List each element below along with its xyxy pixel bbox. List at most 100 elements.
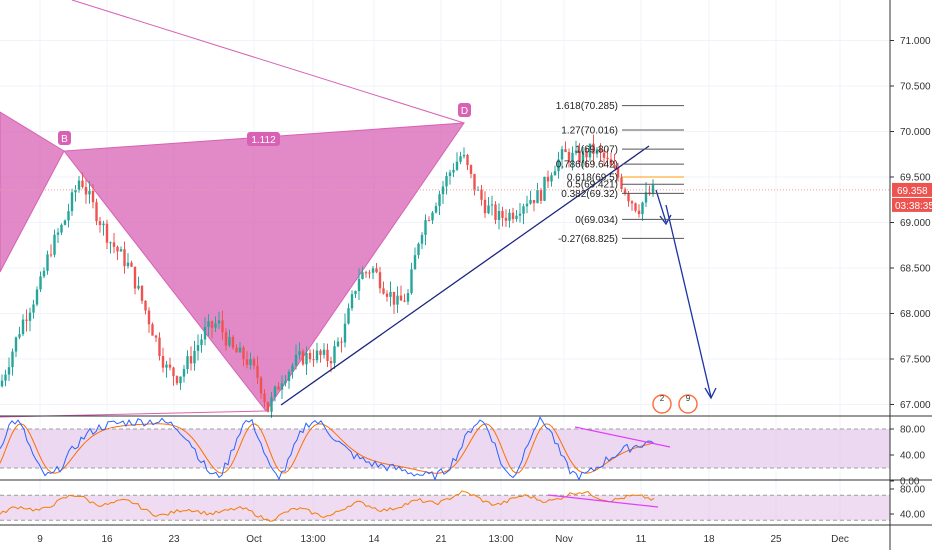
oscillator-panels — [0, 415, 932, 526]
candle-body — [235, 347, 238, 353]
candle-body — [56, 232, 60, 235]
candle-body — [147, 310, 151, 325]
candle-body — [627, 193, 630, 202]
last-price-tag — [892, 182, 932, 197]
candle-body — [396, 295, 399, 305]
candle-body — [431, 212, 434, 221]
fib-level-label: 0.382(69.32) — [561, 189, 618, 200]
candle-body — [77, 180, 81, 190]
candle-body — [25, 319, 28, 321]
candle-body — [504, 217, 508, 221]
candle-body — [242, 347, 245, 360]
x-tick-label: 11 — [636, 534, 647, 545]
candle-body — [315, 350, 319, 361]
candle-body — [333, 346, 336, 364]
candle-body — [399, 295, 403, 301]
candle-body — [406, 293, 410, 302]
candle-body — [161, 356, 165, 368]
candle-body — [179, 376, 182, 384]
event-badge[interactable] — [652, 394, 672, 414]
stoch-band — [0, 429, 890, 468]
candle-body — [385, 293, 389, 297]
candle-body — [483, 199, 487, 214]
candle-body — [518, 213, 522, 216]
candle-body — [217, 320, 221, 324]
candle-body — [298, 351, 301, 355]
fib-level-label: 1(69.807) — [575, 145, 618, 156]
candle-body — [245, 359, 249, 365]
candle-body — [249, 359, 252, 365]
x-tick-label: 23 — [168, 534, 180, 545]
candle-body — [91, 190, 95, 203]
x-tick-label: Nov — [555, 534, 573, 545]
candle-body — [154, 335, 158, 338]
candle-body — [35, 289, 39, 305]
stoch-y-tick-label: 0.00 — [900, 477, 920, 488]
candle-body — [392, 291, 396, 305]
candle-body — [567, 152, 571, 162]
candle-body — [585, 150, 588, 158]
candle-body — [4, 374, 7, 381]
candle-body — [473, 173, 476, 191]
candle-body — [46, 254, 49, 271]
candle-body — [112, 242, 116, 247]
candle-body — [574, 150, 578, 153]
event-badge[interactable] — [678, 394, 698, 414]
candle-body — [623, 189, 627, 194]
candle-body — [410, 269, 413, 294]
stoch-divergence-line — [574, 426, 671, 448]
candle-body — [189, 356, 193, 364]
y-tick-label: 69.500 — [900, 173, 931, 184]
stoch-y-tick-label: 80.00 — [900, 425, 925, 436]
candle-body — [39, 276, 42, 290]
candle-body — [32, 304, 35, 313]
candle-body — [172, 367, 175, 377]
candle-body — [438, 194, 441, 207]
projection-leg-2 — [665, 204, 712, 398]
candle-body — [60, 224, 63, 233]
candle-body — [354, 291, 357, 295]
candle-body — [102, 223, 105, 226]
candle-body — [312, 359, 315, 361]
candle-body — [378, 272, 382, 289]
x-tick-label: 13:00 — [300, 534, 325, 545]
pattern-xab-triangle — [0, 111, 65, 273]
candle-body — [553, 171, 557, 176]
ratio-label: 1.112 — [251, 135, 276, 146]
candle-body — [42, 270, 46, 277]
candle-body — [539, 189, 543, 201]
candle-body — [130, 262, 133, 267]
x-tick-label: 9 — [37, 534, 43, 545]
x-tick-label: Oct — [246, 534, 262, 545]
y-tick-label: 69.000 — [900, 218, 931, 229]
candle-body — [525, 203, 529, 207]
projection-arrowhead-2 — [704, 387, 717, 400]
x-tick-label: 21 — [435, 534, 447, 545]
candle-body — [231, 336, 235, 348]
x-tick-label: 25 — [770, 534, 782, 545]
candle-body — [459, 156, 462, 162]
candle-body — [210, 321, 214, 328]
candle-body — [501, 210, 504, 218]
candle-body — [427, 220, 431, 222]
countdown-value: 03:38:35 — [895, 201, 932, 212]
candle-body — [375, 268, 378, 273]
candle-body — [284, 380, 287, 384]
candle-body — [98, 221, 102, 226]
candle-body — [81, 180, 84, 188]
candle-body — [196, 345, 200, 351]
stoch-k-line — [0, 416, 655, 482]
candle-body — [11, 351, 14, 368]
candle-body — [634, 203, 637, 211]
candle-body — [511, 212, 515, 220]
candle-body — [158, 337, 161, 357]
x-tick-label: 14 — [368, 534, 380, 545]
candle-body — [105, 223, 109, 243]
fib-level-label: 1.618(70.285) — [556, 101, 618, 112]
fib-level-label: 1.27(70.016) — [561, 126, 618, 137]
candle-body — [175, 376, 179, 384]
countdown-tag — [892, 197, 932, 212]
pattern-point-label: D — [461, 106, 468, 117]
